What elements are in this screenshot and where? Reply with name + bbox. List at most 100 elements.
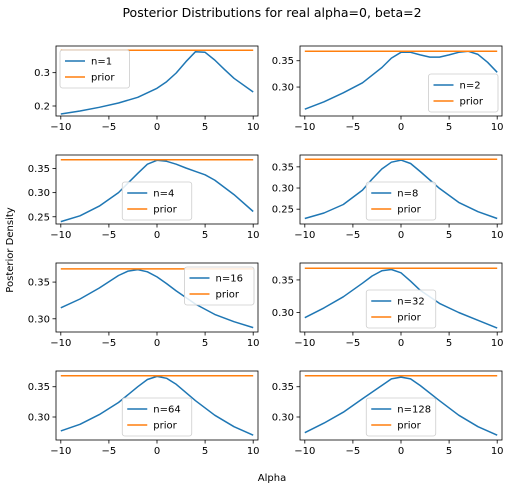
subplot-2: −10 −5 0 5 10 0.30 0.35 n=2 prior [272,45,504,133]
y-tick-label: 0.30 [272,308,294,319]
x-tick-label: 0 [154,122,160,133]
legend-box [365,289,437,329]
x-tick-label: 5 [446,446,452,457]
x-tick-label: 10 [491,230,504,241]
x-tick-label: 10 [247,122,260,133]
x-tick-label: −5 [102,446,117,457]
legend: n=8 prior [365,181,437,221]
x-tick-label: 0 [398,122,404,133]
legend-label: n=4 [153,189,174,200]
y-tick-label: 0.35 [272,275,294,286]
y-tick-label: 0.25 [272,205,294,216]
x-tick-label: −10 [50,230,71,241]
legend-label: prior [91,73,115,84]
posterior-line-4 [304,159,498,220]
legend-box [365,397,437,437]
y-tick-label: 0.35 [28,382,50,393]
legend-label: prior [397,313,421,324]
x-tick-label: −10 [50,446,71,457]
x-tick-label: 0 [154,446,160,457]
legend-label: prior [216,290,240,301]
legend-label: n=32 [397,297,424,308]
legend-label: prior [397,421,421,432]
y-tick-label: 0.2 [34,102,50,113]
x-tick-label: 5 [446,122,452,133]
y-tick-label: 0.30 [272,184,294,195]
posterior-line-5 [60,268,254,329]
x-tick-label: −10 [50,338,71,349]
legend-box [59,49,130,89]
legend-label: n=128 [397,405,431,416]
x-tick-label: 0 [398,338,404,349]
x-tick-label: 10 [247,446,260,457]
posterior-line-1 [60,50,254,115]
y-tick-label: 0.35 [272,56,294,67]
x-tick-label: 10 [491,338,504,349]
x-tick-label: 5 [202,230,208,241]
subplot-3: −10 −5 0 5 10 0.25 0.30 0.35 n=4 prior [28,154,260,241]
x-tick-label: 10 [491,122,504,133]
legend-label: n=2 [460,81,481,92]
legend-box [121,181,193,221]
x-tick-label: −5 [346,338,361,349]
x-tick-label: −5 [346,230,361,241]
subplot-grid: −10 −5 0 5 10 0.2 0.3 n=1 prior −10 −5 0 5 10 0.30 0.35… [28,45,504,457]
y-tick-label: 0.30 [28,188,50,199]
x-tick-label: −10 [294,338,315,349]
x-axis-label: Alpha [258,473,286,484]
subplot-1: −10 −5 0 5 10 0.2 0.3 n=1 prior [34,45,260,133]
posterior-line-3 [60,159,254,223]
y-tick-label: 0.35 [28,278,50,289]
legend-box [121,397,193,437]
x-tick-label: −5 [102,122,117,133]
y-tick-label: 0.35 [28,164,50,175]
y-tick-label: 0.30 [28,413,50,424]
y-tick-label: 0.25 [28,212,50,223]
y-tick-label: 0.30 [272,413,294,424]
posterior-line-6 [304,268,498,329]
x-tick-label: 5 [446,230,452,241]
y-tick-label: 0.30 [272,83,294,94]
x-tick-label: −10 [294,230,315,241]
y-tick-label: 0.35 [272,382,294,393]
y-tick-label: 0.30 [28,314,50,325]
x-tick-label: 5 [202,338,208,349]
legend-label: n=64 [153,405,180,416]
legend-label: prior [397,205,421,216]
posterior-line-8 [304,376,498,436]
subplot-5: −10 −5 0 5 10 0.30 0.35 n=16 prior [28,262,260,349]
legend-label: prior [460,97,484,108]
x-tick-label: 0 [398,446,404,457]
legend-label: n=8 [397,189,418,200]
legend-box [365,181,437,221]
x-tick-label: −10 [294,122,315,133]
x-tick-label: −5 [102,230,117,241]
y-axis-label: Posterior Density [5,207,16,292]
legend-box [184,266,255,306]
x-tick-label: 10 [247,230,260,241]
subplot-8: −10 −5 0 5 10 0.30 0.35 n=128 prior [272,370,504,457]
legend: n=32 prior [365,289,437,329]
subplot-7: −10 −5 0 5 10 0.30 0.35 n=64 prior [28,370,260,457]
x-tick-label: −10 [294,446,315,457]
legend-label: prior [153,421,177,432]
x-tick-label: −5 [102,338,117,349]
x-tick-label: −5 [346,446,361,457]
x-tick-label: 0 [398,230,404,241]
figure-title: Posterior Distributions for real alpha=0… [122,5,421,20]
legend: n=128 prior [365,397,437,437]
x-tick-label: 5 [202,446,208,457]
legend-label: n=1 [91,57,112,68]
x-tick-label: 0 [154,338,160,349]
legend-label: n=16 [216,274,243,285]
legend: n=1 prior [59,49,130,89]
subplot-6: −10 −5 0 5 10 0.30 0.35 n=32 prior [272,262,504,349]
x-tick-label: 0 [154,230,160,241]
legend: n=64 prior [121,397,193,437]
x-tick-label: 5 [446,338,452,349]
x-tick-label: 10 [247,338,260,349]
legend-label: prior [153,205,177,216]
x-tick-label: −10 [50,122,71,133]
legend: n=4 prior [121,181,193,221]
